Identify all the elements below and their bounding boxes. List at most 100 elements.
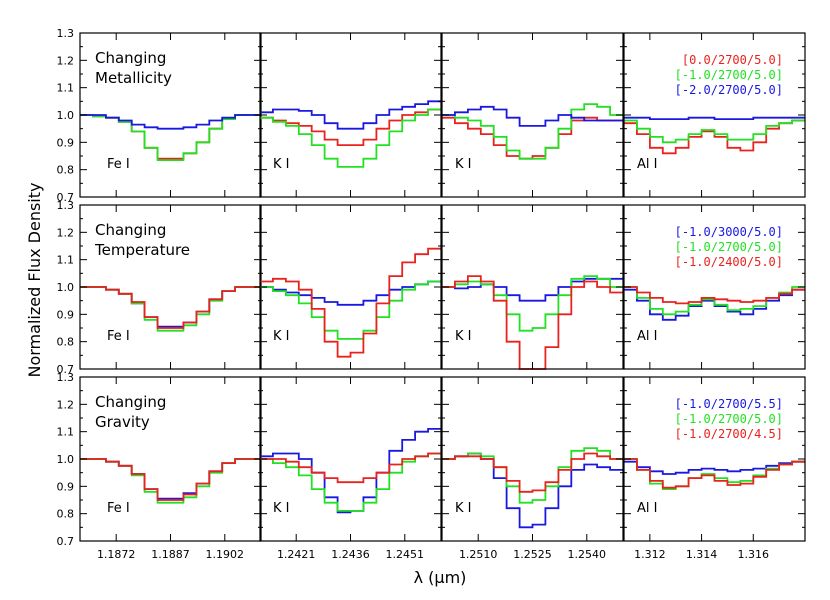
- y-axis-title: Normalized Flux Density: [25, 183, 44, 378]
- spectrum-line: [624, 116, 805, 120]
- spectrum-line: [624, 119, 805, 144]
- panel: 1.2421 1.2436 1.2451 K I: [259, 376, 442, 561]
- x-tick-label: 1.2451: [386, 548, 425, 561]
- x-tick-label: 1.1872: [97, 548, 136, 561]
- row-title: Changing: [95, 221, 166, 239]
- y-tick-label: 1.0: [57, 453, 75, 466]
- x-tick-label: 1.312: [634, 548, 666, 561]
- y-tick-label: 1.1: [57, 254, 75, 267]
- spectrum-line: [80, 114, 261, 160]
- spectrum-line: [260, 108, 441, 168]
- line-label: Al I: [637, 501, 657, 516]
- panel: 1.312 1.314 1.316 Al I: [623, 376, 806, 561]
- y-tick-label: 0.7: [57, 363, 75, 376]
- y-tick-label: 1.2: [57, 398, 75, 411]
- panel: 1.2510 1.2525 1.2540 K I: [441, 376, 624, 561]
- line-label: K I: [273, 501, 290, 516]
- spectrum-line: [80, 114, 261, 130]
- panel: Al I: [623, 32, 806, 198]
- line-label: K I: [455, 329, 472, 344]
- row-title: Gravity: [95, 413, 150, 431]
- plot-area: 0.7 0.8 0.9 1.0 1.1 1.2 1.3 Fe I K I K I Al I Chang…: [57, 27, 806, 561]
- x-tick-label: 1.2540: [568, 548, 607, 561]
- y-tick-label: 1.3: [57, 371, 75, 384]
- x-tick-label: 1.2525: [513, 548, 552, 561]
- spectrum-line: [260, 100, 441, 130]
- y-tick-label: 1.3: [57, 199, 75, 212]
- x-tick-label: 1.1902: [206, 548, 245, 561]
- row-title: Changing: [95, 393, 166, 411]
- spectrum-line: [624, 286, 805, 305]
- x-tick-label: 1.1887: [151, 548, 190, 561]
- y-tick-label: 1.3: [57, 27, 75, 40]
- spectrum-line: [260, 428, 441, 514]
- legend-entry: [-1.0/2700/5.0]: [675, 240, 783, 254]
- spectrum-line: [624, 458, 805, 490]
- line-label: K I: [273, 329, 290, 344]
- spectrum-line: [442, 275, 623, 370]
- spectrum-line: [260, 247, 441, 358]
- y-tick-label: 0.8: [57, 164, 75, 177]
- y-tick-label: 0.7: [57, 191, 75, 204]
- spectrum-line: [624, 458, 805, 489]
- spectrum-line: [624, 460, 805, 475]
- line-label: Al I: [637, 329, 657, 344]
- spectrum-line: [442, 103, 623, 160]
- line-label: K I: [455, 501, 472, 516]
- spectrum-line: [442, 447, 623, 504]
- legend-entry: [-1.0/2700/5.5]: [675, 397, 783, 411]
- y-tick-label: 1.1: [57, 82, 75, 95]
- spectrum-line: [442, 275, 623, 332]
- legend-entry: [0.0/2700/5.0]: [682, 53, 783, 67]
- row-title: Changing: [95, 49, 166, 67]
- panel: Al I: [623, 204, 806, 370]
- legend-entry: [-1.0/2700/4.5]: [675, 427, 783, 441]
- legend-entry: [-1.0/2700/5.0]: [675, 412, 783, 426]
- legend-entry: [-1.0/2400/5.0]: [675, 255, 783, 269]
- panel: K I: [441, 32, 624, 198]
- row-title: Temperature: [94, 241, 190, 259]
- spectrum-line: [80, 458, 261, 501]
- spectrum-line: [260, 280, 441, 306]
- y-tick-label: 0.9: [57, 480, 75, 493]
- panel-frame: [441, 376, 624, 542]
- spectrum-line: [442, 452, 623, 493]
- spectrum-line: [80, 286, 261, 332]
- y-tick-label: 1.2: [57, 226, 75, 239]
- panel: Fe I: [79, 204, 262, 370]
- spectrum-line: [80, 286, 261, 328]
- x-tick-label: 1.2421: [277, 548, 316, 561]
- y-tick-label: 0.9: [57, 308, 75, 321]
- panel: K I: [441, 204, 624, 370]
- spectrum-line: [80, 286, 261, 329]
- y-tick-label: 1.1: [57, 426, 75, 439]
- y-tick-label: 1.0: [57, 109, 75, 122]
- spectrum-line: [80, 458, 261, 500]
- spectrum-line: [260, 452, 441, 484]
- panel: K I: [259, 32, 442, 198]
- y-tick-label: 0.7: [57, 535, 75, 548]
- panel: K I: [259, 204, 442, 370]
- x-tick-label: 1.314: [686, 548, 718, 561]
- panel-frame: [441, 32, 624, 198]
- spectrum-line: [442, 116, 623, 160]
- line-label: Fe I: [107, 329, 130, 344]
- row-title: Metallicity: [95, 69, 172, 87]
- spectrum-line: [80, 458, 261, 504]
- spectrum-line: [260, 108, 441, 146]
- legend-entry: [-2.0/2700/5.0]: [675, 83, 783, 97]
- y-tick-label: 0.9: [57, 136, 75, 149]
- y-tick-label: 1.2: [57, 54, 75, 67]
- x-axis-title: λ (μm): [414, 568, 467, 587]
- x-tick-label: 1.2510: [459, 548, 498, 561]
- line-label: K I: [273, 157, 290, 172]
- x-tick-label: 1.316: [738, 548, 770, 561]
- line-label: Fe I: [107, 501, 130, 516]
- line-label: K I: [455, 157, 472, 172]
- legend-entry: [-1.0/3000/5.0]: [675, 225, 783, 239]
- spectrum-line: [260, 280, 441, 340]
- legend-entry: [-1.0/2700/5.0]: [675, 68, 783, 82]
- y-tick-label: 0.8: [57, 336, 75, 349]
- spectrum-line: [442, 105, 623, 127]
